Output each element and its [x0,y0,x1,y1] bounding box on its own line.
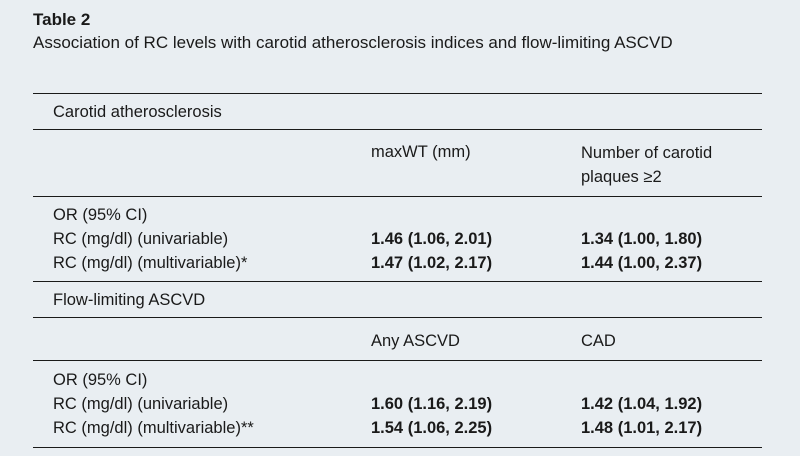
cell-value: 1.60 (1.16, 2.19) [371,395,493,413]
header-rule [33,360,762,361]
row-label: RC (mg/dl) (univariable) [53,230,229,248]
row-label: RC (mg/dl) (multivariable)* [53,254,248,272]
column-header-maxwt: maxWT (mm) [371,143,471,161]
row-label: RC (mg/dl) (univariable) [53,395,229,413]
section-rule [33,281,762,282]
stat-label: OR (95% CI) [53,371,148,389]
cell-value: 1.42 (1.04, 1.92) [581,395,703,413]
column-header-cad: CAD [581,332,616,350]
row-label: RC (mg/dl) (multivariable)** [53,419,254,437]
cell-value: 1.54 (1.06, 2.25) [371,419,493,437]
section-heading-ascvd: Flow-limiting ASCVD [53,291,206,309]
top-rule [33,93,762,94]
table-label: Table 2 [33,10,91,29]
bottom-rule [33,447,762,448]
section-rule [33,317,762,318]
table-caption: Table 2 Association of RC levels with ca… [33,9,763,54]
cell-value: 1.46 (1.06, 2.01) [371,230,493,248]
section-heading-carotid: Carotid atherosclerosis [53,103,222,121]
cell-value: 1.44 (1.00, 2.37) [581,254,703,272]
cell-value: 1.48 (1.01, 2.17) [581,419,703,437]
cell-value: 1.34 (1.00, 1.80) [581,230,703,248]
stat-label: OR (95% CI) [53,206,148,224]
table-title: Association of RC levels with carotid at… [33,33,673,52]
section-rule [33,129,762,130]
header-rule [33,196,762,197]
column-header-any-ascvd: Any ASCVD [371,332,460,350]
column-header-plaques: Number of carotid plaques ≥2 [581,144,713,186]
cell-value: 1.47 (1.02, 2.17) [371,254,493,272]
